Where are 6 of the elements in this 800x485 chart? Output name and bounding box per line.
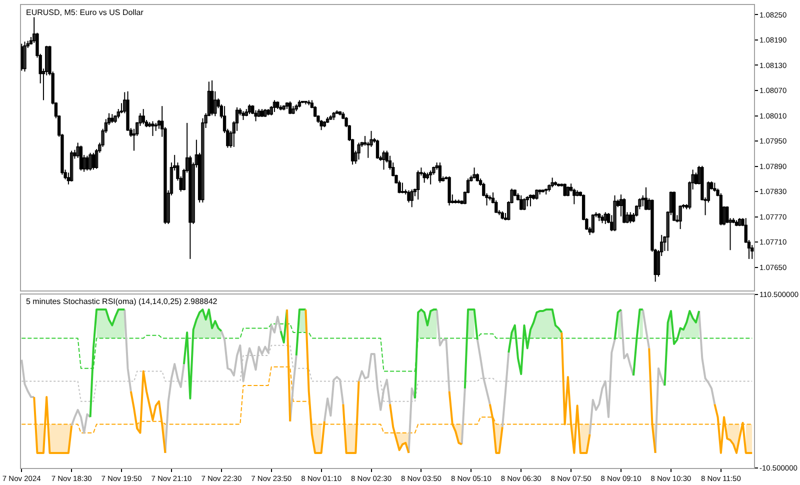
candlestick (242, 110, 245, 120)
candlestick (304, 100, 308, 105)
candlestick (151, 120, 154, 136)
candlestick (713, 182, 716, 192)
chart-title: 5 minutes Stochastic RSI(oma) (14,14,0,25) 2.988842 (26, 297, 218, 306)
chart-title: EURUSD, M5: Euro vs US Dollar (26, 8, 144, 17)
